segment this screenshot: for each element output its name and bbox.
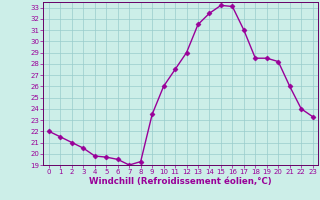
X-axis label: Windchill (Refroidissement éolien,°C): Windchill (Refroidissement éolien,°C) (90, 177, 272, 186)
